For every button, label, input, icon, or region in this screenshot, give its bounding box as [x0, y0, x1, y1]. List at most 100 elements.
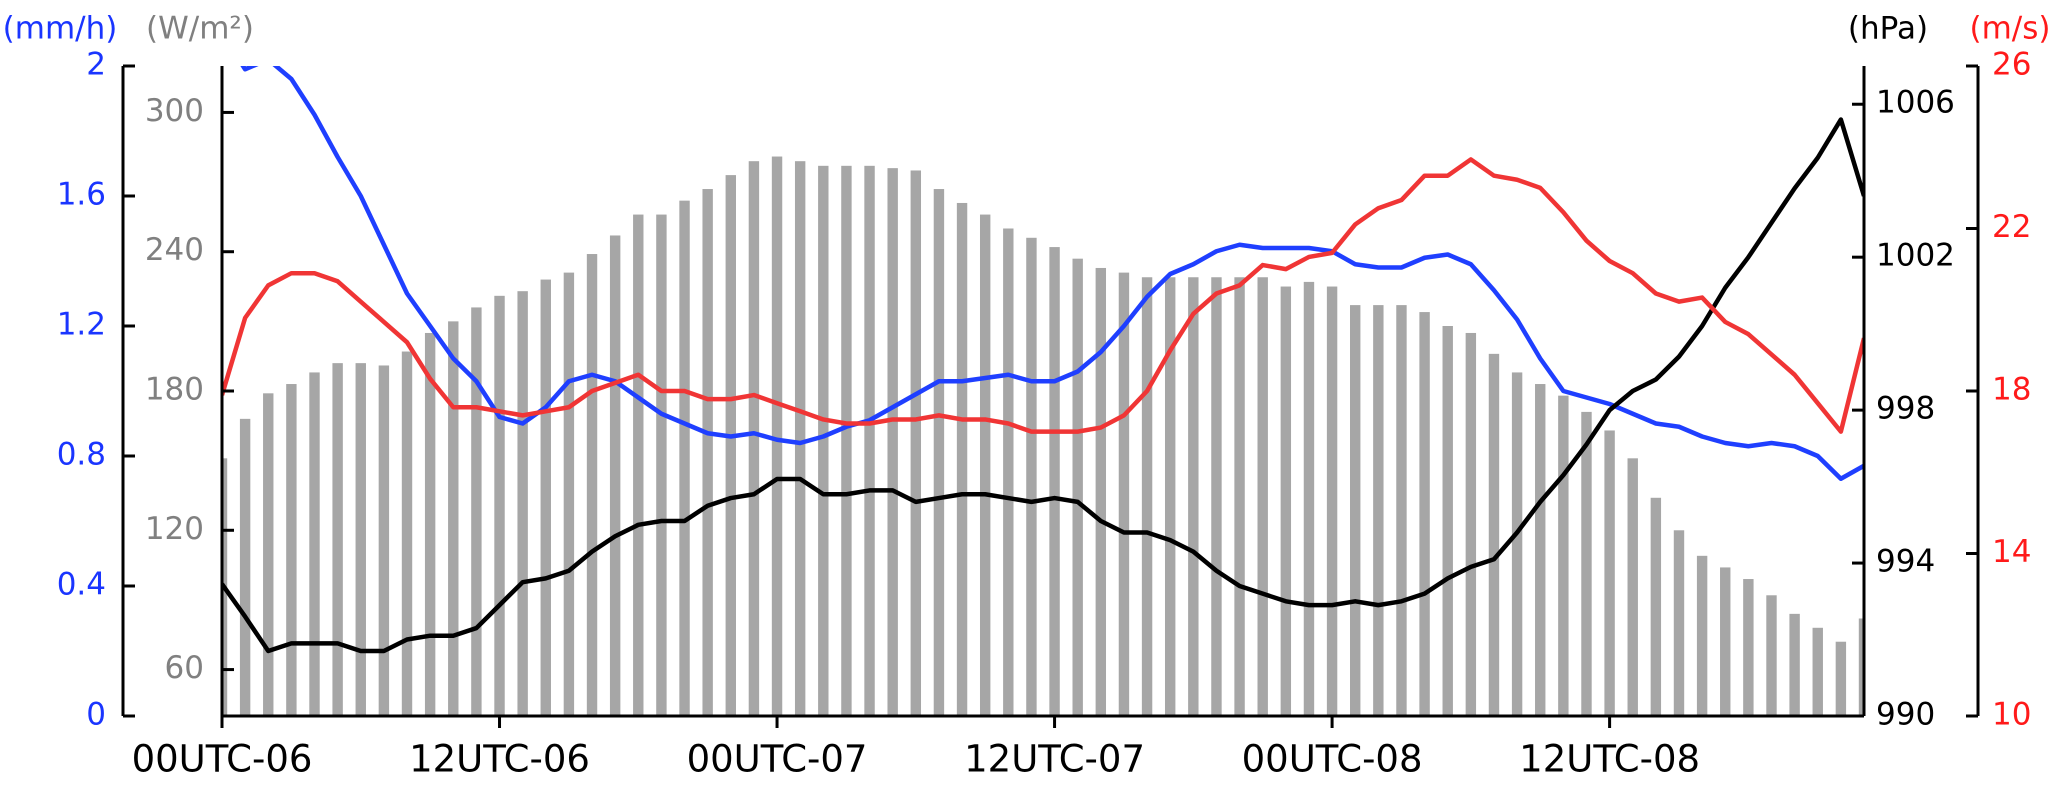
bar: [794, 161, 806, 716]
bar: [887, 168, 898, 716]
x-tick-label: 00UTC-06: [132, 738, 313, 781]
bar: [979, 214, 991, 716]
bar: [448, 321, 459, 716]
y4-tick-label: 22: [1992, 209, 2031, 245]
bar: [1003, 228, 1014, 716]
bar: [1720, 567, 1731, 716]
bar: [1442, 326, 1453, 716]
bar: [378, 365, 390, 716]
bar: [1026, 237, 1037, 716]
bar: [401, 351, 413, 716]
bar: [1558, 395, 1569, 716]
x-tick-label: 12UTC-07: [964, 738, 1145, 781]
bar: [563, 272, 575, 716]
bar: [1650, 497, 1662, 716]
bar: [1234, 277, 1245, 716]
y4-tick-label: 26: [1992, 47, 2031, 83]
bar: [332, 363, 343, 716]
bar: [1350, 305, 1361, 716]
bar: [656, 214, 667, 716]
bar: [1280, 286, 1292, 716]
bar: [1627, 458, 1638, 716]
y-tick-label: 0.8: [57, 437, 106, 473]
y3-tick-label: 990: [1876, 697, 1935, 733]
bar: [309, 372, 320, 716]
y-tick-label: 2: [86, 47, 106, 83]
bar: [864, 165, 875, 716]
bar: [1303, 281, 1315, 716]
bar: [748, 161, 760, 716]
y2-tick-label: 240: [145, 232, 204, 268]
bar: [1257, 277, 1268, 716]
y2-tick-label: 300: [145, 93, 204, 129]
line-series: [240, 66, 1864, 481]
bar: [1535, 384, 1546, 716]
y-axis-title: (mm/h): [3, 11, 118, 47]
y4-tick-label: 18: [1992, 372, 2031, 408]
y3-tick-label: 1006: [1876, 85, 1955, 121]
bar: [910, 170, 922, 716]
y2-tick-label: 120: [145, 511, 204, 547]
bar: [1396, 305, 1407, 716]
y2-tick-label: 60: [165, 650, 204, 686]
bar: [586, 254, 598, 716]
bar: [494, 295, 505, 716]
y3-tick-label: 994: [1876, 544, 1935, 580]
y-tick-label: 1.2: [57, 307, 106, 343]
bar: [633, 214, 644, 716]
bar: [725, 175, 736, 716]
bar: [771, 156, 783, 716]
bar: [424, 332, 436, 716]
line-series: [222, 117, 1864, 654]
bar: [1835, 641, 1847, 716]
bar: [1766, 595, 1777, 716]
y2-axis-title: (W/m²): [146, 11, 254, 47]
bar: [355, 363, 366, 716]
bar: [609, 235, 621, 716]
y-tick-label: 1.6: [57, 177, 106, 213]
bar: [1812, 627, 1823, 716]
bar: [239, 418, 251, 716]
line-series: [222, 157, 1864, 434]
bar: [1118, 272, 1130, 716]
bar: [1581, 411, 1592, 716]
bar: [1188, 277, 1199, 716]
bar: [1789, 613, 1800, 716]
bar: [818, 165, 829, 716]
bar: [1488, 353, 1500, 716]
bar: [702, 189, 713, 716]
bar: [471, 307, 482, 716]
bar: [1141, 277, 1153, 716]
bar: [1373, 305, 1384, 716]
x-tick-label: 00UTC-07: [687, 738, 868, 781]
bar: [1419, 312, 1430, 716]
bar: [679, 200, 690, 716]
y-tick-label: 0: [86, 697, 106, 733]
x-tick-label: 00UTC-08: [1242, 738, 1423, 781]
bar: [1696, 555, 1708, 716]
bar: [1326, 286, 1338, 716]
bar: [1164, 277, 1176, 716]
y-tick-label: 0.4: [57, 567, 106, 603]
bar: [1604, 430, 1615, 716]
y3-axis-title: (hPa): [1848, 11, 1928, 47]
plot-area: [222, 66, 1864, 716]
bar: [1095, 267, 1107, 716]
bar: [286, 384, 297, 716]
y2-tick-label: 180: [145, 372, 204, 408]
bar: [1858, 618, 1864, 716]
y4-axis-title: (m/s): [1970, 11, 2051, 47]
bar: [263, 393, 274, 716]
y4-tick-label: 10: [1992, 697, 2031, 733]
x-tick-label: 12UTC-06: [409, 738, 590, 781]
bar: [841, 165, 852, 716]
bar: [1211, 277, 1222, 716]
bar: [1465, 332, 1477, 716]
bar: [1049, 247, 1060, 716]
bar: [1743, 579, 1754, 716]
y3-tick-label: 1002: [1876, 238, 1955, 274]
bar: [540, 279, 551, 716]
y4-tick-label: 14: [1992, 534, 2031, 570]
